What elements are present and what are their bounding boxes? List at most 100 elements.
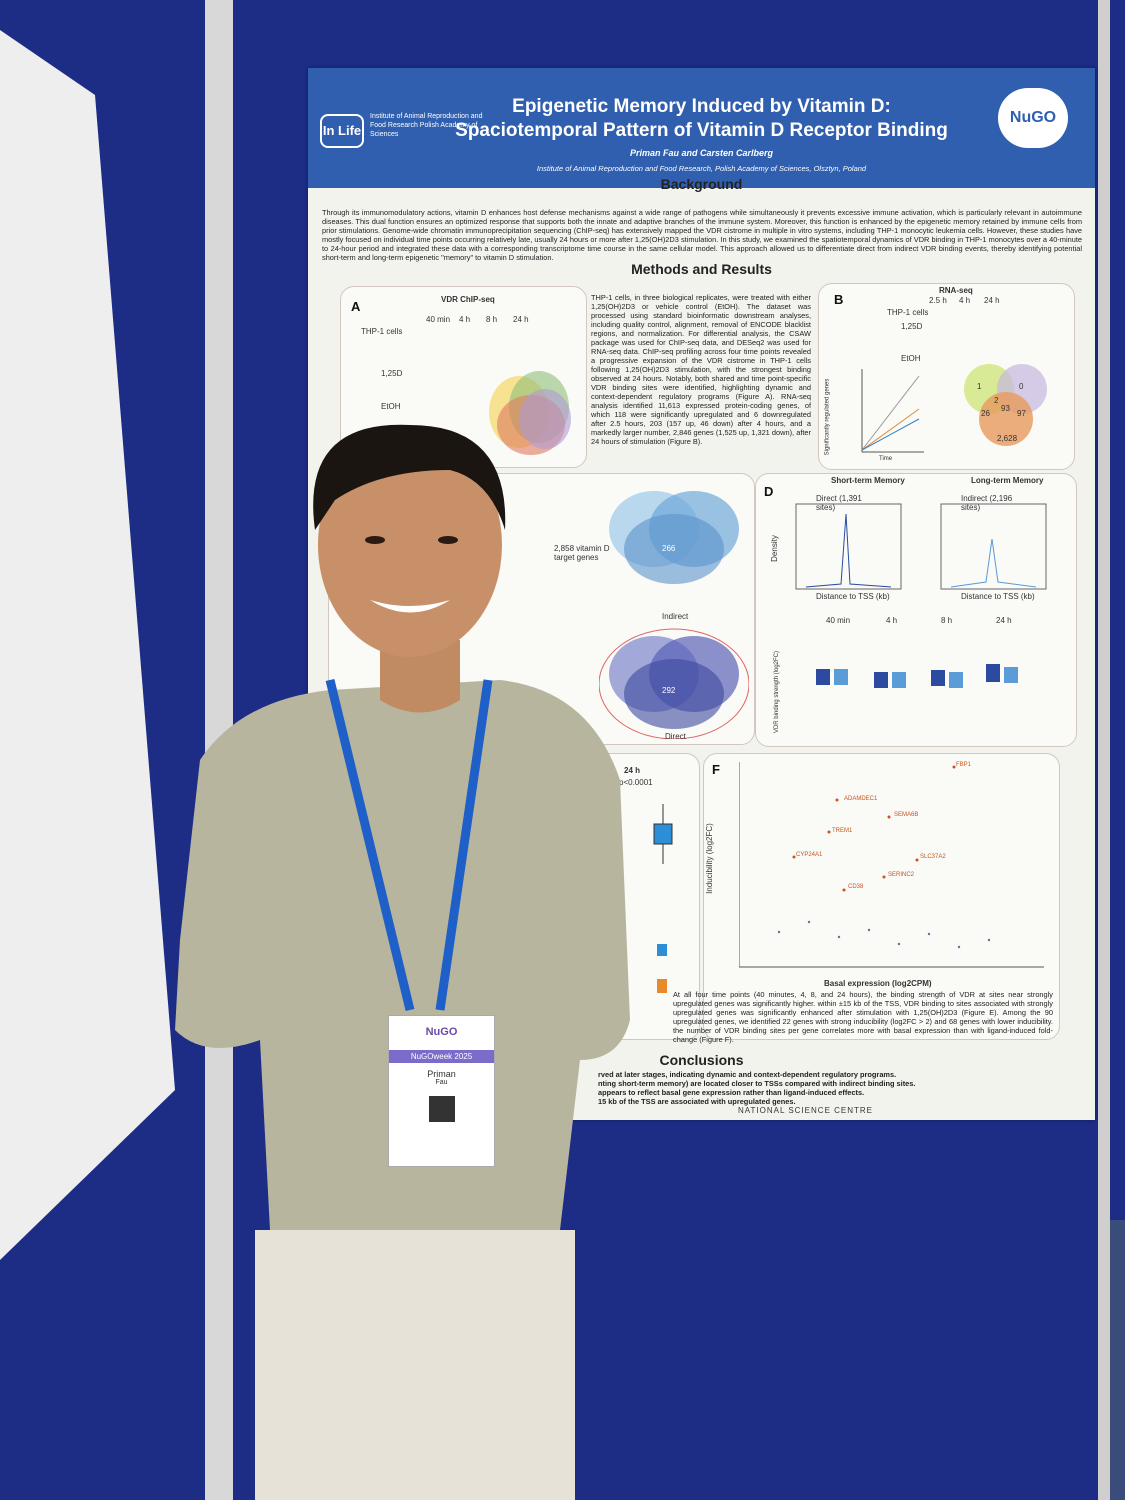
badge-name: Priman xyxy=(427,1069,456,1079)
direct-label: Direct (1,391 sites) xyxy=(816,494,862,512)
indirect-label: Indirect (2,196 sites) xyxy=(961,494,1013,512)
gene-label: CYP24A1 xyxy=(796,852,823,858)
point xyxy=(927,932,931,936)
eye xyxy=(438,536,458,544)
box xyxy=(1004,667,1018,683)
box xyxy=(874,672,888,688)
point xyxy=(842,888,846,892)
time: 24 h xyxy=(984,296,1000,305)
point xyxy=(952,765,956,769)
point xyxy=(897,942,901,946)
time: 4 h xyxy=(886,616,898,625)
x-axis-label: Time xyxy=(879,456,893,462)
qr-code xyxy=(428,1096,455,1122)
background-text: Through its immunomodulatory actions, vi… xyxy=(322,208,1082,262)
point xyxy=(957,945,961,949)
box xyxy=(657,944,667,956)
section-heading: Methods and Results xyxy=(631,261,772,277)
panel-title: Long-term Memory xyxy=(971,476,1044,485)
time: 40 min xyxy=(826,616,851,625)
eye xyxy=(365,536,385,544)
treatment: 1,25D xyxy=(381,369,403,378)
conclusion: appears to reflect basal gene expression… xyxy=(598,1088,865,1097)
panel-label: A xyxy=(351,299,361,314)
time: 24 h xyxy=(513,315,529,324)
panel-label: B xyxy=(834,292,844,307)
panel-title: Short-term Memory xyxy=(831,476,905,485)
carpet xyxy=(1110,1220,1125,1500)
highlight-points xyxy=(792,765,956,892)
gene-label: SERINC2 xyxy=(888,872,915,878)
trend-line xyxy=(861,375,920,451)
gene-label: FBP1 xyxy=(956,762,972,768)
badge-logo: NuGO xyxy=(425,1026,458,1038)
box xyxy=(657,979,667,993)
logo-left-text: Institute of Animal Reproduction and Foo… xyxy=(370,113,483,138)
hair xyxy=(313,424,506,530)
conclusion: 15 kb of the TSS are associated with upr… xyxy=(598,1097,796,1106)
time: 4 h xyxy=(459,315,471,324)
trend-line xyxy=(861,408,920,451)
x-axis-label: Basal expression (log2CPM) xyxy=(824,979,932,988)
panel-title: RNA-seq xyxy=(939,286,973,295)
venn-count: 0 xyxy=(1019,382,1024,391)
venn-count: 26 xyxy=(981,409,990,418)
panel-b-figure xyxy=(861,364,1047,453)
title: Spaciotemporal Pattern of Vitamin D Rece… xyxy=(455,120,948,141)
panel-d-figure xyxy=(795,503,1047,688)
time: 8 h xyxy=(486,315,498,324)
gene-label: SEMA6B xyxy=(894,812,919,818)
section-heading: Conclusions xyxy=(659,1052,744,1068)
gene-label: ADAMDEC1 xyxy=(844,796,878,802)
panel-f: F Inducibility (log2FC) Basal expression… xyxy=(703,753,1060,1040)
time: 24 h xyxy=(624,766,641,775)
time: 2.5 h xyxy=(929,296,947,305)
point xyxy=(915,858,919,862)
target-genes: 2,858 vitamin D target genes xyxy=(554,544,610,562)
point xyxy=(835,798,839,802)
box xyxy=(816,669,830,685)
section-heading: Background xyxy=(660,176,743,192)
time: 4 h xyxy=(959,296,971,305)
lanyard xyxy=(325,678,493,1012)
conclusions: rved at later stages, indicating dynamic… xyxy=(598,1070,1058,1106)
trend-line xyxy=(861,418,920,451)
methods-text: THP-1 cells, in three biological replica… xyxy=(591,293,811,446)
venn-count: 266 xyxy=(662,544,676,553)
box xyxy=(949,672,963,688)
neck xyxy=(380,640,460,713)
time: 8 h xyxy=(941,616,953,625)
conclusion: nting short-term memory) are located clo… xyxy=(598,1079,916,1088)
badge-event: NuGOweek 2025 xyxy=(389,1050,494,1063)
box xyxy=(653,823,673,845)
point xyxy=(792,855,796,859)
venn-count: 97 xyxy=(1017,409,1026,418)
density-curve xyxy=(950,538,1037,588)
point xyxy=(837,935,841,939)
venn-count: 93 xyxy=(1001,404,1010,413)
cells: THP-1 cells xyxy=(887,308,929,317)
frame-pole xyxy=(1098,0,1110,1500)
treatment: 1,25D xyxy=(901,322,923,331)
box xyxy=(834,669,848,685)
venn-count: 292 xyxy=(662,686,676,695)
footer: NATIONAL SCIENCE CENTRE xyxy=(738,1106,874,1115)
box xyxy=(986,664,1000,682)
conclusion: rved at later stages, indicating dynamic… xyxy=(598,1070,897,1079)
point xyxy=(867,928,871,932)
box xyxy=(892,672,906,688)
venn-title: Indirect xyxy=(662,612,689,621)
venn-set xyxy=(979,392,1033,446)
panel-label: D xyxy=(764,484,774,499)
gene-label: SLC37A2 xyxy=(920,854,946,860)
neighbor-poster xyxy=(0,30,175,1260)
venn-set xyxy=(519,389,571,449)
venn xyxy=(489,371,571,455)
gene-label: CD38 xyxy=(848,884,864,890)
panel-label: F xyxy=(712,762,720,777)
plot-frame xyxy=(795,503,902,590)
trousers xyxy=(255,1230,575,1500)
cells: THP-1 cells xyxy=(361,327,403,336)
panel-d: D Short-term Memory Long-term Memory Dir… xyxy=(755,473,1077,747)
point xyxy=(882,875,886,879)
